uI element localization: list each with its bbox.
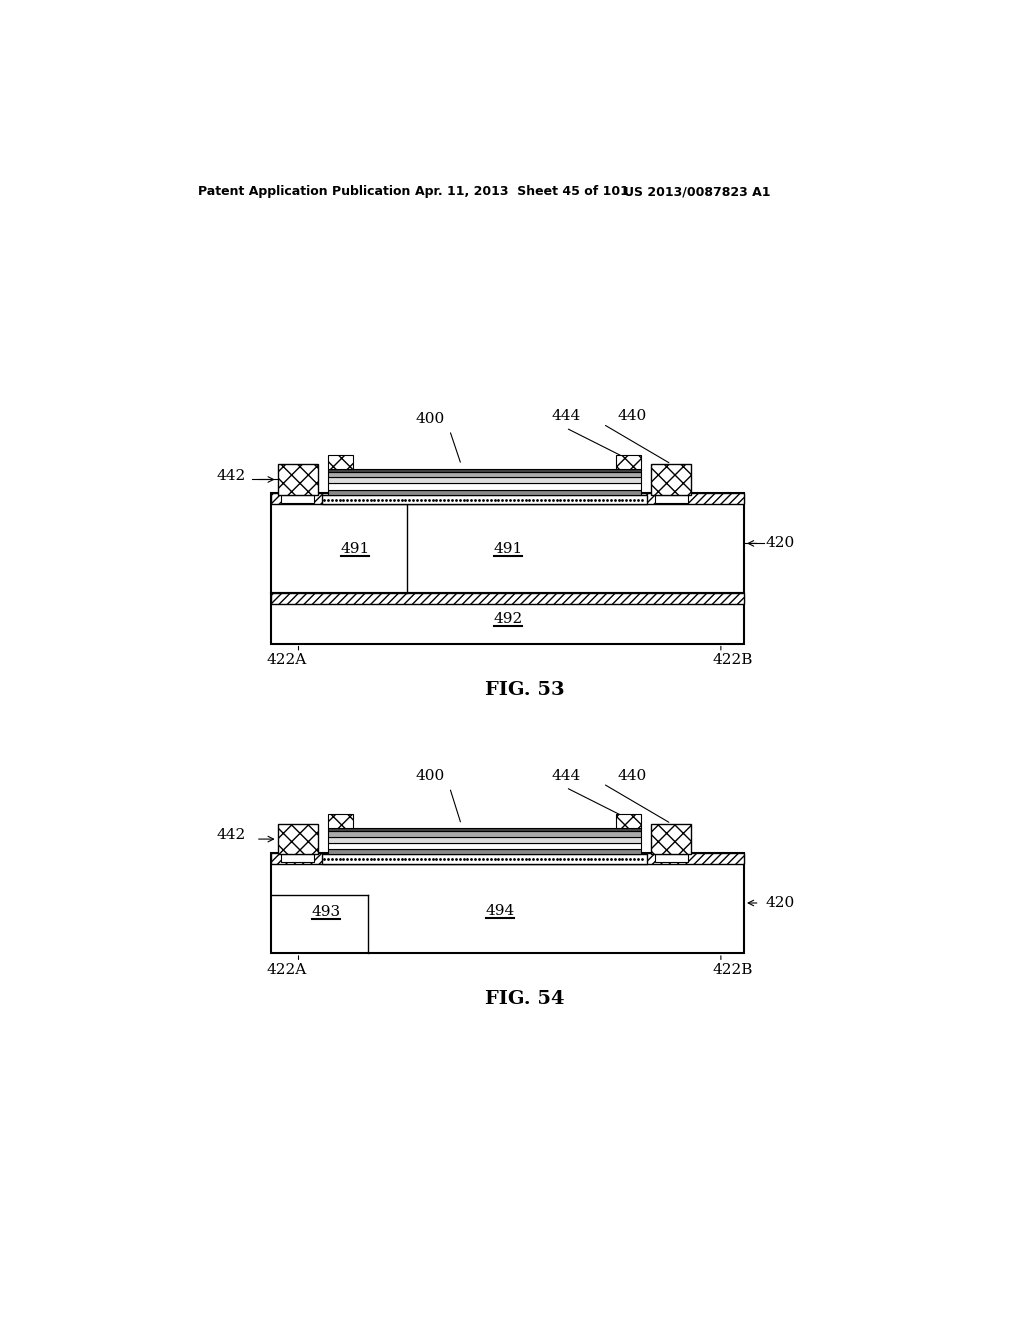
Text: 422B: 422B	[713, 653, 753, 668]
Text: 420: 420	[766, 896, 795, 909]
Bar	[278, 465, 317, 495]
Bar	[328, 483, 641, 490]
Text: FIG. 53: FIG. 53	[485, 681, 564, 698]
Bar	[651, 824, 691, 854]
Bar	[322, 495, 647, 504]
Bar	[328, 843, 641, 849]
Bar	[328, 814, 352, 829]
Bar	[328, 478, 641, 483]
Bar	[655, 854, 687, 862]
Bar	[328, 490, 641, 495]
Bar	[271, 594, 744, 644]
Text: 444: 444	[551, 770, 581, 783]
Text: 400: 400	[416, 770, 444, 783]
Text: 420: 420	[766, 536, 795, 550]
Bar	[271, 594, 744, 605]
Bar	[278, 824, 317, 854]
Bar	[322, 854, 647, 863]
Bar	[616, 455, 641, 469]
Text: 442: 442	[216, 828, 246, 842]
Text: 491: 491	[494, 541, 522, 556]
Bar	[651, 465, 691, 495]
Bar	[271, 853, 744, 953]
Text: 400: 400	[416, 412, 444, 425]
Bar	[328, 829, 641, 832]
Bar	[328, 471, 641, 478]
Text: 442: 442	[216, 469, 246, 483]
Text: 440: 440	[617, 409, 646, 424]
Text: 422A: 422A	[266, 964, 307, 977]
Bar	[328, 469, 641, 471]
Text: Apr. 11, 2013  Sheet 45 of 101: Apr. 11, 2013 Sheet 45 of 101	[415, 185, 629, 198]
Bar	[328, 832, 641, 837]
Bar	[328, 455, 352, 469]
Text: 422B: 422B	[713, 964, 753, 977]
Text: 422A: 422A	[266, 653, 307, 668]
Bar	[328, 837, 641, 843]
Text: 494: 494	[485, 904, 515, 917]
Bar	[616, 814, 641, 829]
Text: 493: 493	[311, 906, 340, 919]
Text: FIG. 54: FIG. 54	[485, 990, 564, 1008]
Bar	[282, 854, 314, 862]
Bar	[271, 494, 744, 594]
Text: 491: 491	[340, 541, 370, 556]
Bar	[271, 494, 744, 504]
Bar	[282, 495, 314, 503]
Text: Patent Application Publication: Patent Application Publication	[198, 185, 411, 198]
Bar	[655, 495, 687, 503]
Bar	[271, 853, 744, 863]
Text: 440: 440	[617, 770, 646, 783]
Text: US 2013/0087823 A1: US 2013/0087823 A1	[624, 185, 770, 198]
Text: 444: 444	[551, 409, 581, 424]
Bar	[328, 849, 641, 854]
Text: 492: 492	[494, 612, 522, 626]
